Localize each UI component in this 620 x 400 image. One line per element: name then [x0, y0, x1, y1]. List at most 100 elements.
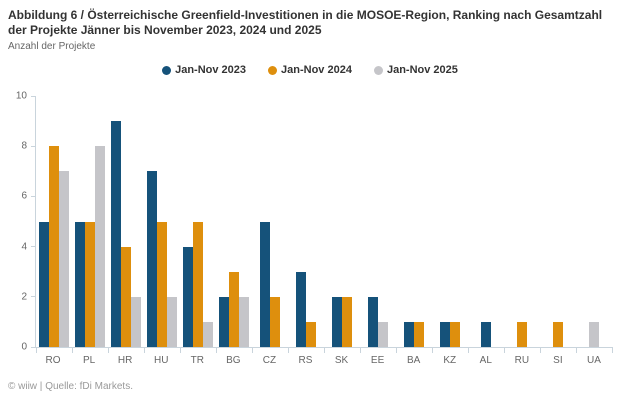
- bar-tr-jan-nov-2024: [193, 221, 203, 347]
- y-tick-label: 4: [21, 241, 27, 253]
- category-label-ba: BA: [406, 355, 421, 366]
- bar-ba-jan-nov-2023: [404, 321, 414, 347]
- legend-dot-icon: [162, 65, 172, 75]
- bar-cz-jan-nov-2024: [270, 296, 280, 347]
- bar-ua-jan-nov-2025: [589, 321, 599, 347]
- bar-group-ba: [396, 96, 432, 347]
- category-label-bg: BG: [226, 355, 241, 366]
- legend-dot-icon: [268, 65, 278, 75]
- bar-pl-jan-nov-2024: [85, 221, 95, 347]
- y-tick-mark: [31, 296, 36, 298]
- bar-group-cz: [252, 96, 288, 347]
- x-tick-mark: [539, 347, 541, 353]
- bar-ee-jan-nov-2025: [378, 321, 388, 347]
- bar-group-kz: [432, 96, 468, 347]
- bar-group-sk: [324, 96, 360, 347]
- category-label-al: AL: [479, 355, 492, 366]
- x-tick-mark: [611, 347, 613, 353]
- y-tick-label: 8: [21, 140, 27, 152]
- bar-ba-jan-nov-2024: [414, 321, 424, 347]
- category-label-rs: RS: [298, 355, 313, 366]
- legend: Jan-Nov 2023 Jan-Nov 2024 Jan-Nov 2025: [0, 63, 620, 77]
- bar-si-jan-nov-2024: [553, 321, 563, 347]
- x-tick-mark: [35, 347, 37, 353]
- bar-pl-jan-nov-2025: [95, 146, 105, 347]
- y-tick-label: 10: [15, 90, 27, 102]
- legend-item-jan-nov-2025: Jan-Nov 2025: [373, 64, 458, 76]
- chart-area: 0 2 4 6 8 10: [16, 91, 613, 353]
- bar-bg-jan-nov-2023: [219, 296, 229, 347]
- bar-rs-jan-nov-2023: [296, 271, 306, 347]
- chart-title: Abbildung 6 / Österreichische Greenfield…: [8, 8, 603, 37]
- x-tick-mark: [359, 347, 361, 353]
- legend-label: Jan-Nov 2025: [386, 64, 458, 76]
- x-tick-mark: [503, 347, 505, 353]
- bar-group-ru: [504, 96, 540, 347]
- category-label-hr: HR: [117, 355, 133, 366]
- x-tick-mark: [179, 347, 181, 353]
- x-tick-mark: [431, 347, 433, 353]
- bar-kz-jan-nov-2023: [440, 321, 450, 347]
- bar-hu-jan-nov-2025: [167, 296, 177, 347]
- bar-group-tr: [180, 96, 216, 347]
- category-label-pl: PL: [82, 355, 96, 366]
- bar-group-al: [468, 96, 504, 347]
- bar-bg-jan-nov-2025: [239, 296, 249, 347]
- bar-sk-jan-nov-2024: [342, 296, 352, 347]
- bar-cz-jan-nov-2023: [260, 221, 270, 347]
- y-tick-mark: [31, 195, 36, 197]
- legend-label: Jan-Nov 2023: [175, 64, 247, 76]
- x-tick-mark: [143, 347, 145, 353]
- bar-tr-jan-nov-2023: [183, 246, 193, 347]
- bar-group-rs: [288, 96, 324, 347]
- bar-hu-jan-nov-2024: [157, 221, 167, 347]
- bar-rs-jan-nov-2024: [306, 321, 316, 347]
- bar-group-ee: [360, 96, 396, 347]
- bar-group-si: [540, 96, 576, 347]
- category-label-ua: UA: [587, 355, 601, 366]
- bar-hu-jan-nov-2023: [147, 171, 157, 347]
- bar-pl-jan-nov-2023: [75, 221, 85, 347]
- category-label-hu: HU: [153, 355, 169, 366]
- x-tick-mark: [71, 347, 73, 353]
- bar-bg-jan-nov-2024: [229, 271, 239, 347]
- y-tick-mark: [31, 145, 36, 147]
- x-tick-mark: [251, 347, 253, 353]
- bar-al-jan-nov-2023: [481, 321, 491, 347]
- plot-area: 0 2 4 6 8 10: [16, 91, 613, 353]
- bar-group-ro: [36, 96, 72, 347]
- y-tick-mark: [31, 346, 36, 348]
- x-tick-mark: [287, 347, 289, 353]
- bar-ro-jan-nov-2025: [59, 171, 69, 347]
- bar-ro-jan-nov-2024: [49, 146, 59, 347]
- category-label-tr: TR: [190, 355, 204, 366]
- bar-sk-jan-nov-2023: [332, 296, 342, 347]
- bar-ee-jan-nov-2023: [368, 296, 378, 347]
- x-tick-mark: [215, 347, 217, 353]
- bar-groups: [36, 96, 612, 347]
- bar-group-bg: [216, 96, 252, 347]
- bar-group-pl: [72, 96, 108, 347]
- legend-label: Jan-Nov 2024: [281, 64, 352, 76]
- bar-kz-jan-nov-2024: [450, 321, 460, 347]
- bar-tr-jan-nov-2025: [203, 321, 213, 347]
- y-tick-label: 2: [21, 291, 27, 303]
- category-label-cz: CZ: [262, 355, 277, 366]
- y-tick-mark: [31, 246, 36, 248]
- category-label-ro: RO: [45, 355, 61, 366]
- bar-group-hr: [108, 96, 144, 347]
- y-tick-label: 6: [21, 190, 27, 202]
- bar-ro-jan-nov-2023: [39, 221, 49, 347]
- x-axis-labels: RO PL HR HU TR BG CZ RS SK EE BA KZ AL RU SI UA: [35, 355, 612, 366]
- x-tick-mark: [323, 347, 325, 353]
- x-tick-mark: [467, 347, 469, 353]
- bar-ru-jan-nov-2024: [517, 321, 527, 347]
- category-label-ru: RU: [514, 355, 530, 366]
- legend-dot-icon: [373, 65, 383, 75]
- bar-group-hu: [144, 96, 180, 347]
- bar-hr-jan-nov-2023: [111, 121, 121, 347]
- x-tick-mark: [575, 347, 577, 353]
- category-label-sk: SK: [334, 355, 349, 366]
- y-tick-label: 0: [21, 341, 27, 353]
- bar-hr-jan-nov-2024: [121, 246, 131, 347]
